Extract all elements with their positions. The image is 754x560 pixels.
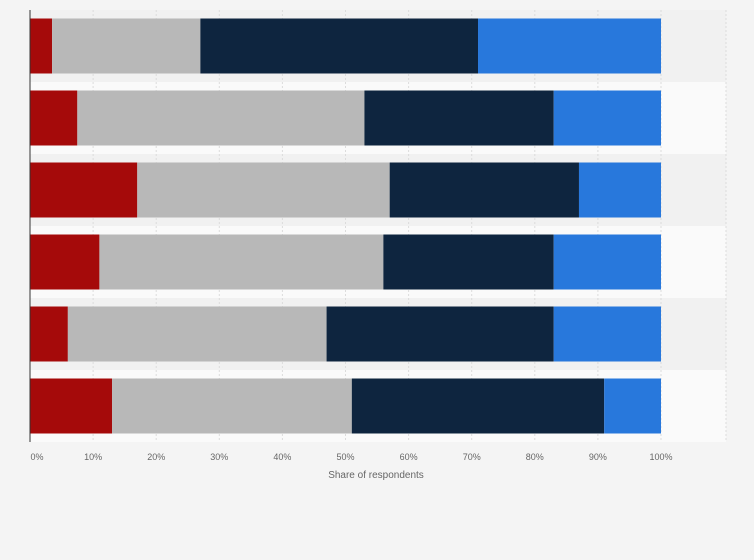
x-tick-label: 20% — [147, 452, 165, 462]
x-tick-label: 50% — [336, 452, 354, 462]
bar-row5-segment1[interactable] — [30, 306, 68, 362]
x-tick-labels: 0% 10% 20% 30% 40% 50% 60% 70% 80% 90% 100% — [30, 452, 672, 462]
bar-row1-segment2[interactable] — [52, 18, 201, 74]
x-tick-label: 60% — [400, 452, 418, 462]
x-tick-label: 80% — [526, 452, 544, 462]
bar-row4-segment4[interactable] — [553, 234, 661, 290]
bar-row6-segment1[interactable] — [30, 378, 113, 434]
bar-row6-segment2[interactable] — [112, 378, 352, 434]
x-tick-label: 10% — [84, 452, 102, 462]
bar-row1-segment1[interactable] — [30, 18, 53, 74]
bar-row3-segment1[interactable] — [30, 162, 138, 218]
row-bands — [30, 10, 726, 442]
bar-row5-segment4[interactable] — [553, 306, 661, 362]
bar-row5-segment2[interactable] — [67, 306, 327, 362]
x-axis-title: Share of respondents — [328, 470, 424, 481]
bar-row2-segment3[interactable] — [364, 90, 554, 146]
bar-row3-segment3[interactable] — [389, 162, 579, 218]
bar-row3-segment2[interactable] — [137, 162, 390, 218]
bars — [30, 18, 661, 434]
bar-row2-segment2[interactable] — [77, 90, 365, 146]
x-tick-label: 100% — [649, 452, 672, 462]
x-tick-label: 0% — [30, 452, 43, 462]
x-tick-label: 90% — [589, 452, 607, 462]
x-tick-label: 70% — [463, 452, 481, 462]
bar-row6-segment4[interactable] — [604, 378, 661, 434]
bar-row4-segment1[interactable] — [30, 234, 100, 290]
bar-row4-segment2[interactable] — [99, 234, 384, 290]
bar-row5-segment3[interactable] — [326, 306, 554, 362]
bar-row2-segment1[interactable] — [30, 90, 78, 146]
bar-row6-segment3[interactable] — [351, 378, 605, 434]
bar-row3-segment4[interactable] — [578, 162, 661, 218]
bar-row1-segment3[interactable] — [200, 18, 479, 74]
x-tick-label: 40% — [273, 452, 291, 462]
x-tick-label: 30% — [210, 452, 228, 462]
bar-row2-segment4[interactable] — [553, 90, 661, 146]
bar-row1-segment4[interactable] — [478, 18, 661, 74]
bar-row4-segment3[interactable] — [383, 234, 554, 290]
